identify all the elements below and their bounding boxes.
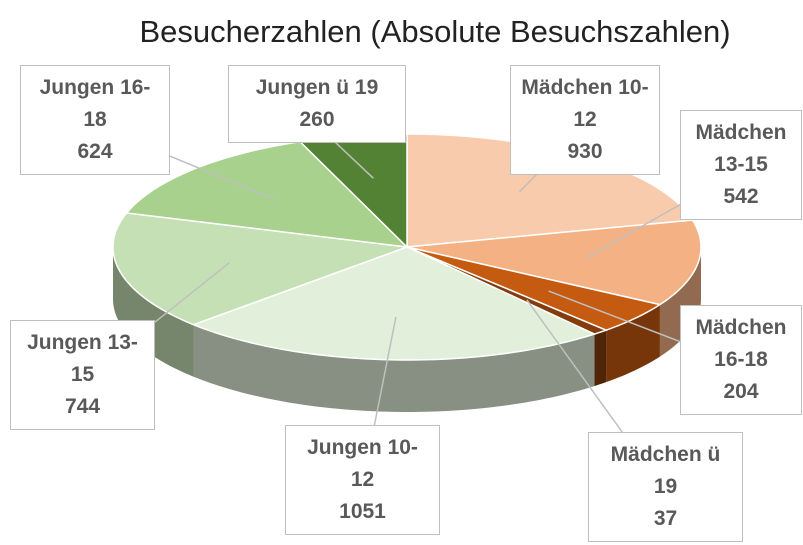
value-label: 1051 xyxy=(339,500,386,523)
data-label: Jungen ü 19 260 xyxy=(228,65,406,143)
data-label: Mädchen ü 19 37 xyxy=(588,432,743,542)
data-label: Jungen 13-15 744 xyxy=(10,320,155,430)
category-label: Jungen 10-12 xyxy=(307,436,418,491)
category-label: Jungen 13-15 xyxy=(27,331,138,386)
slice-side xyxy=(659,247,701,357)
category-label: Mädchen 13-15 xyxy=(695,121,787,176)
category-label: Mädchen 16-18 xyxy=(695,316,787,371)
category-label: Mädchen ü 19 xyxy=(610,443,721,498)
slice xyxy=(406,219,702,306)
value-label: 744 xyxy=(64,395,101,418)
value-label: 624 xyxy=(77,140,113,163)
slice xyxy=(125,140,410,249)
value-label: 542 xyxy=(723,185,759,208)
data-label: Mädchen 13-15 542 xyxy=(680,110,802,220)
value-label: 37 xyxy=(653,507,678,530)
value-label: 260 xyxy=(299,108,335,131)
data-label: Mädchen 16-18 204 xyxy=(680,305,802,415)
category-label: Jungen ü 19 xyxy=(255,76,379,99)
category-label: Mädchen 10-12 xyxy=(521,76,649,131)
data-label: Jungen 16-18 624 xyxy=(20,65,170,175)
slice-side xyxy=(594,330,607,387)
category-label: Jungen 16-18 xyxy=(39,76,151,131)
slice-side xyxy=(606,304,660,383)
value-label: 204 xyxy=(723,380,759,403)
slice xyxy=(191,246,597,361)
data-label: Mädchen 10-12 930 xyxy=(510,65,660,175)
slice-side xyxy=(193,324,595,412)
chart-title: Besucherzahlen (Absolute Besuchszahlen) xyxy=(139,14,730,49)
value-label: 930 xyxy=(567,140,603,163)
data-label: Jungen 10-12 1051 xyxy=(285,425,440,535)
slice-side xyxy=(113,247,194,377)
sides xyxy=(113,247,701,412)
